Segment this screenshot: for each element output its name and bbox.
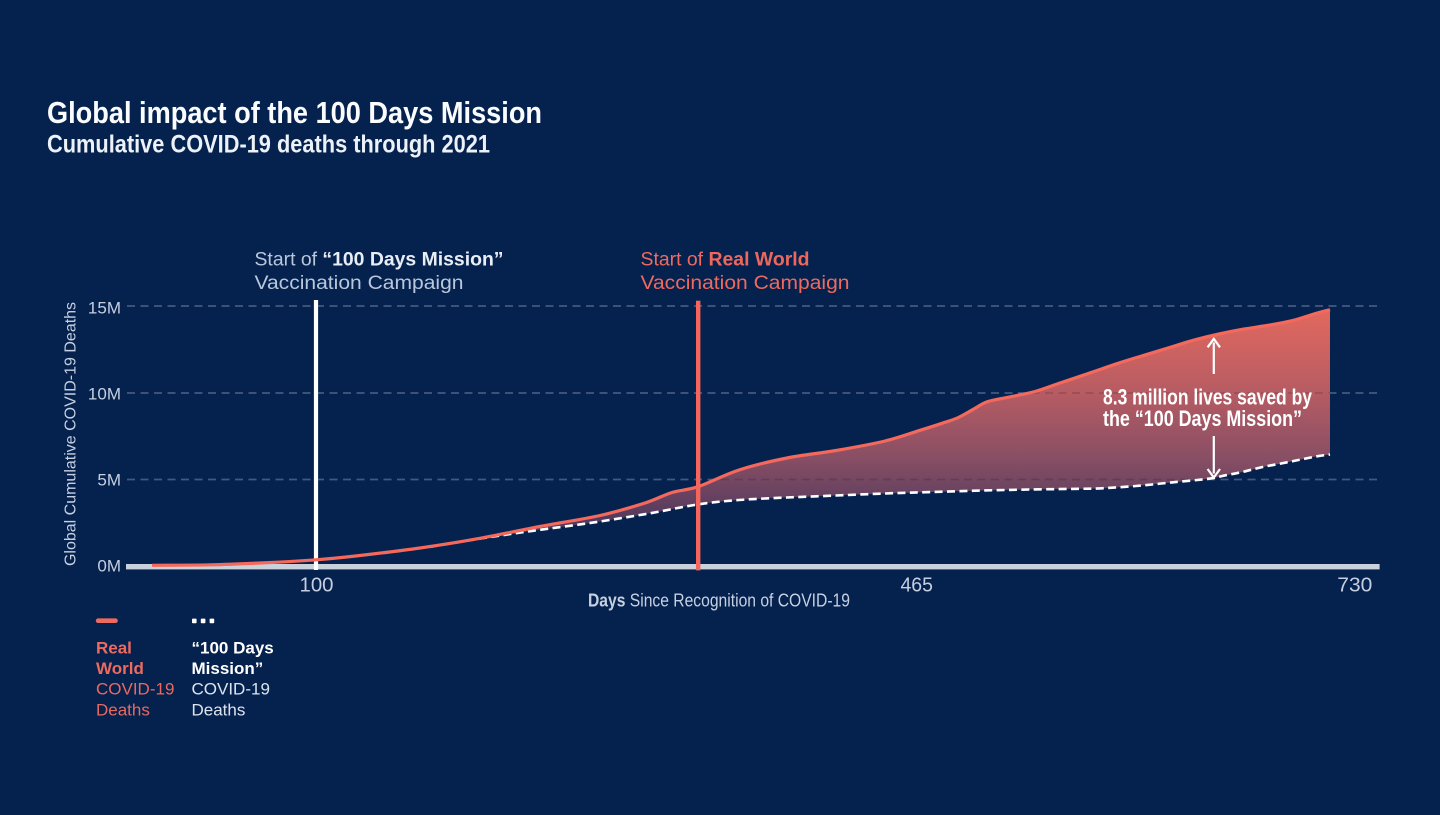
svg-text:10M: 10M	[88, 384, 121, 403]
svg-text:Start of “100 Days Mission”: Start of “100 Days Mission”	[255, 249, 504, 270]
svg-text:Deaths: Deaths	[192, 701, 246, 720]
svg-text:Global Cumulative COVID-19 Dea: Global Cumulative COVID-19 Deaths	[63, 302, 80, 566]
svg-text:465: 465	[900, 575, 933, 597]
svg-text:COVID-19: COVID-19	[96, 680, 174, 699]
svg-text:Days Since Recognition of COVI: Days Since Recognition of COVID-19	[588, 591, 850, 611]
svg-text:Real: Real	[96, 639, 132, 658]
svg-text:COVID-19: COVID-19	[192, 680, 270, 699]
svg-text:Deaths: Deaths	[96, 701, 150, 720]
svg-text:“100 Days: “100 Days	[192, 639, 274, 658]
svg-text:Mission”: Mission”	[192, 659, 264, 678]
svg-text:the “100 Days Mission”: the “100 Days Mission”	[1103, 406, 1302, 431]
svg-text:Global impact of the 100 Days: Global impact of the 100 Days Mission	[47, 95, 542, 130]
svg-text:Start of Real World: Start of Real World	[641, 249, 810, 270]
svg-text:World: World	[96, 659, 144, 678]
svg-text:Cumulative COVID-19 deaths thr: Cumulative COVID-19 deaths through 2021	[47, 131, 490, 159]
svg-text:100: 100	[300, 575, 334, 597]
svg-text:Vaccination Campaign: Vaccination Campaign	[255, 273, 464, 294]
svg-text:5M: 5M	[97, 471, 121, 490]
svg-text:8.3 million lives saved by: 8.3 million lives saved by	[1103, 385, 1313, 410]
svg-text:Vaccination Campaign: Vaccination Campaign	[641, 273, 850, 294]
svg-text:0M: 0M	[97, 557, 121, 576]
svg-text:15M: 15M	[88, 298, 121, 317]
svg-text:730: 730	[1337, 575, 1372, 597]
